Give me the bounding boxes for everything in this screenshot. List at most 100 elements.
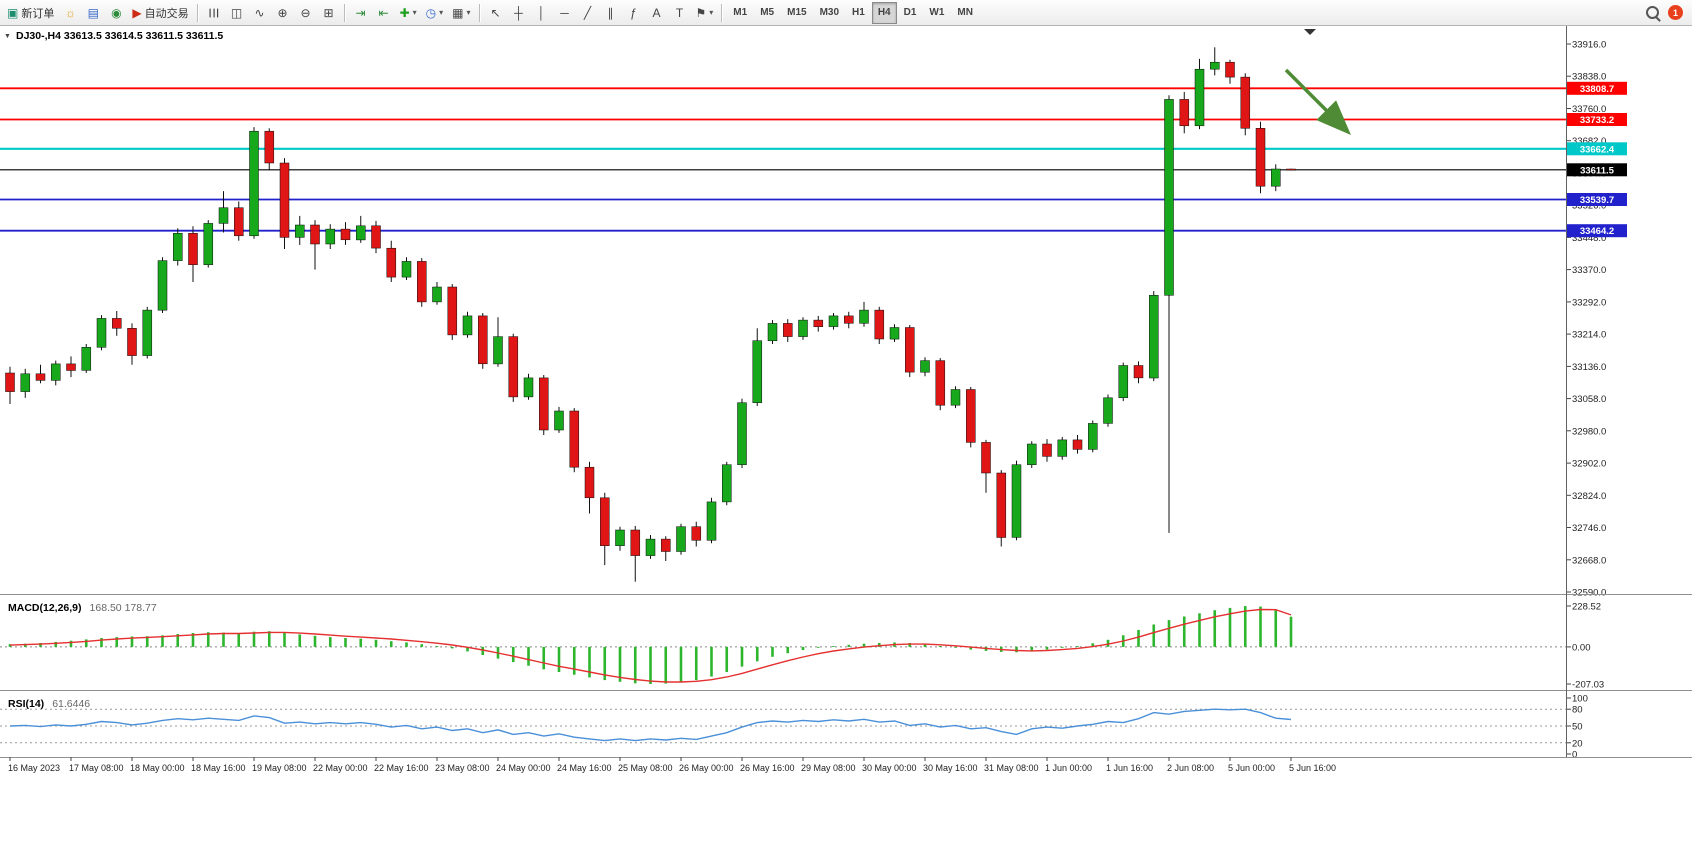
price-axis-label: 33448.0 <box>1572 233 1606 244</box>
timeframe-d1-button[interactable]: D1 <box>898 2 923 24</box>
candle-body <box>279 162 290 238</box>
trendline-tool-button[interactable]: ╱ <box>577 2 599 24</box>
chart-shift-marker-icon[interactable] <box>1304 29 1316 35</box>
candle-body <box>722 464 732 503</box>
candle-body <box>401 261 412 278</box>
trend-arrow-annotation[interactable] <box>1284 68 1351 135</box>
templates-button[interactable]: ▦ ▾ <box>448 2 474 24</box>
macd-histogram <box>8 606 1293 684</box>
candle-body <box>218 207 229 224</box>
fibonacci-icon: ƒ <box>630 5 637 20</box>
price-axis-label: 33370.0 <box>1572 265 1606 276</box>
line-chart-button[interactable]: ∿ <box>249 2 271 24</box>
new-order-label: 新订单 <box>21 7 55 20</box>
candle-body <box>706 501 717 541</box>
timeframe-m5-button[interactable]: M5 <box>754 2 780 24</box>
time-axis-label: 19 May 08:00 <box>252 763 307 773</box>
toolbar-separator <box>196 3 199 22</box>
horizontal-line-tool-button[interactable]: ─ <box>554 2 576 24</box>
candle-body <box>1011 464 1022 538</box>
candle-body <box>234 207 244 237</box>
candle-body <box>1255 128 1266 187</box>
timeframe-mn-button[interactable]: MN <box>951 2 979 24</box>
crosshair-tool-button[interactable]: ┼ <box>508 2 530 24</box>
bars-chart-button[interactable]: ☰ <box>203 2 225 24</box>
channel-tool-button[interactable]: ∥ <box>600 2 622 24</box>
symbol-list-toggle-icon[interactable]: ▼ <box>4 33 11 40</box>
price-axis-label: 33838.0 <box>1572 72 1606 83</box>
candles-chart-button[interactable]: ◫ <box>226 2 248 24</box>
dropdown-caret-icon: ▾ <box>412 8 417 17</box>
dropdown-caret-icon: ▾ <box>466 8 471 17</box>
price-tag: 33539.7 <box>1567 193 1627 206</box>
zoom-in-button[interactable]: ⊕ <box>272 2 294 24</box>
timeframe-m1-button[interactable]: M1 <box>727 2 753 24</box>
candle-body <box>676 526 686 552</box>
terminal-button[interactable]: ◉ <box>105 2 127 24</box>
new-order-button[interactable]: ▣ 新订单 <box>3 2 58 24</box>
fibonacci-tool-button[interactable]: ƒ <box>623 2 645 24</box>
dropdown-caret-icon: ▾ <box>439 8 444 17</box>
price-axis[interactable]: 33916.033838.033760.033682.033604.033526… <box>1566 40 1606 599</box>
indicators-button[interactable]: ✚ ▾ <box>396 2 421 24</box>
macd-values: 168.50 178.77 <box>90 602 157 614</box>
time-axis-label: 31 May 08:00 <box>984 763 1039 773</box>
auto-scroll-button[interactable]: ⇥ <box>350 2 372 24</box>
candle-body <box>874 309 885 340</box>
label-tool-button[interactable]: T <box>669 2 691 24</box>
candle-body <box>1164 99 1174 296</box>
candle-body <box>1240 76 1251 129</box>
price-axis-label: 33214.0 <box>1572 330 1606 341</box>
candle-body <box>1179 99 1190 127</box>
time-axis-label: 18 May 16:00 <box>191 763 246 773</box>
rsi-axis-label: 100 <box>1572 694 1588 705</box>
vertical-line-tool-button[interactable]: │ <box>531 2 553 24</box>
periods-button[interactable]: ◷ ▾ <box>422 2 448 24</box>
auto-trading-button[interactable]: ▶ 自动交易 <box>128 2 192 24</box>
chart-shift-button[interactable]: ⇤ <box>373 2 395 24</box>
candle-body <box>905 327 915 373</box>
time-axis[interactable]: 16 May 2023 17 May 08:00 18 May 00:00 18 Ma… <box>8 757 1336 773</box>
price-axis-label: 32824.0 <box>1572 491 1606 502</box>
candle-body <box>203 223 214 265</box>
zoom-out-button[interactable]: ⊖ <box>295 2 317 24</box>
line-chart-icon: ∿ <box>254 5 265 20</box>
rsi-axis-label: 80 <box>1572 705 1583 716</box>
toolbar-separator <box>343 3 346 22</box>
macd-axis-label: 0.00 <box>1572 642 1591 653</box>
profiles-button[interactable]: ▤ <box>82 2 104 24</box>
candle-body <box>1194 68 1205 127</box>
candle-body <box>493 336 503 365</box>
timeframe-m15-button[interactable]: M15 <box>781 2 812 24</box>
chart-area[interactable]: 33916.033838.033760.033682.033604.033526… <box>0 26 1692 841</box>
objects-tool-button[interactable]: ⚑ ▾ <box>692 2 718 24</box>
svg-text:33808.7: 33808.7 <box>1580 84 1614 95</box>
timeframe-h1-button[interactable]: H1 <box>846 2 871 24</box>
cursor-tool-button[interactable]: ↖ <box>485 2 507 24</box>
timeframe-w1-button[interactable]: W1 <box>923 2 950 24</box>
text-tool-button[interactable]: A <box>646 2 668 24</box>
candle-body <box>1225 61 1235 78</box>
price-axis-label: 33682.0 <box>1572 136 1606 147</box>
mql-button[interactable]: ☼ <box>59 2 81 24</box>
rsi-label: RSI(14) <box>8 698 44 710</box>
tile-windows-button[interactable]: ⊞ <box>318 2 340 24</box>
profiles-icon: ▤ <box>87 5 100 20</box>
candle-body <box>737 402 747 465</box>
candle-body <box>447 286 458 336</box>
timeframe-h4-button[interactable]: H4 <box>871 1 897 24</box>
candle-body <box>478 315 488 365</box>
time-axis-label: 17 May 08:00 <box>69 763 124 773</box>
candle-body <box>600 497 610 546</box>
candle-body <box>5 372 15 392</box>
macd-axis-label: 228.52 <box>1572 602 1601 613</box>
price-tag: 33464.2 <box>1567 224 1627 238</box>
auto-scroll-icon: ⇥ <box>355 5 366 20</box>
notification-badge[interactable]: 1 <box>1668 5 1683 20</box>
candle-body <box>188 233 198 265</box>
candlestick-series <box>5 47 1296 582</box>
timeframe-m30-button[interactable]: M30 <box>814 2 845 24</box>
candle-body <box>645 538 656 556</box>
candle-body <box>340 228 351 241</box>
search-button[interactable] <box>1641 2 1663 24</box>
